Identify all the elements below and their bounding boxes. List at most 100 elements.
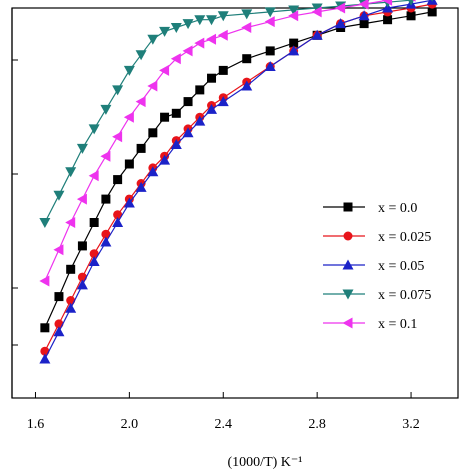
data-point — [342, 289, 354, 300]
data-point — [288, 10, 299, 22]
data-point — [53, 244, 64, 256]
data-point — [112, 85, 124, 96]
legend-item: x = 0.05 — [323, 259, 424, 274]
data-point — [182, 19, 194, 30]
legend-item: x = 0.1 — [323, 317, 417, 332]
legend-label: x = 0.1 — [378, 317, 417, 332]
data-point — [53, 190, 65, 201]
data-point — [335, 18, 347, 29]
series-line — [44, 0, 416, 223]
data-point — [136, 143, 146, 153]
legend-label: x = 0.05 — [378, 259, 424, 274]
data-point — [241, 9, 253, 20]
data-point — [264, 7, 276, 18]
data-point — [288, 45, 300, 56]
data-point — [342, 259, 354, 270]
data-point — [182, 127, 194, 138]
data-point — [264, 16, 275, 28]
data-point — [195, 85, 205, 95]
data-point — [406, 11, 416, 21]
legend: x = 0.0 x = 0.025 x = 0.05 x = 0.075 x = 0.1 — [323, 201, 431, 332]
data-point — [170, 53, 181, 65]
data-point — [311, 3, 323, 14]
legend-item: x = 0.025 — [323, 230, 431, 245]
data-point — [242, 54, 252, 64]
data-point — [159, 154, 171, 165]
data-point — [77, 241, 87, 251]
data-point — [170, 139, 182, 149]
data-point — [359, 19, 369, 29]
data-point — [100, 104, 112, 115]
y-tick-marks — [12, 59, 18, 346]
data-point — [88, 124, 100, 135]
data-point — [160, 112, 170, 122]
data-point — [88, 170, 99, 182]
data-point — [100, 236, 112, 247]
data-point — [65, 167, 77, 178]
data-point — [170, 23, 182, 33]
data-point — [171, 108, 181, 118]
data-point — [147, 80, 158, 92]
data-point — [343, 202, 353, 212]
data-point — [135, 96, 146, 108]
data-point — [207, 73, 217, 83]
data-point — [65, 217, 76, 228]
x-tick-label: 2.8 — [308, 417, 326, 432]
legend-label: x = 0.075 — [378, 288, 431, 303]
data-point — [264, 61, 276, 71]
data-point — [217, 29, 228, 41]
data-point — [241, 80, 253, 91]
data-point — [112, 131, 123, 143]
data-point — [89, 249, 99, 259]
data-point — [148, 128, 158, 138]
data-point — [206, 15, 218, 26]
data-point — [113, 210, 123, 220]
data-point — [66, 264, 76, 274]
data-point — [159, 26, 171, 37]
series-4 — [39, 0, 416, 287]
data-point — [194, 37, 205, 49]
legend-item: x = 0.075 — [323, 288, 431, 303]
series-0 — [40, 7, 437, 333]
data-point — [311, 29, 323, 40]
data-point — [431, 0, 434, 2]
data-point — [217, 11, 229, 22]
data-point — [113, 175, 123, 185]
data-point — [39, 218, 51, 228]
data-point — [217, 96, 229, 107]
data-point — [147, 166, 159, 177]
data-point — [88, 256, 100, 266]
data-point — [288, 5, 300, 16]
series-line — [44, 3, 433, 352]
data-point — [342, 317, 353, 329]
data-point — [89, 218, 99, 227]
series-line — [44, 11, 433, 329]
data-point — [123, 65, 135, 76]
data-point — [218, 65, 228, 75]
data-point — [54, 292, 64, 302]
data-point — [311, 6, 322, 18]
x-tick-label: 1.6 — [27, 417, 45, 432]
series-3 — [39, 0, 434, 228]
data-point — [101, 229, 111, 239]
data-point — [39, 275, 50, 287]
data-point — [65, 302, 77, 313]
series-line — [44, 0, 433, 360]
data-point — [194, 115, 206, 126]
data-point — [383, 15, 393, 25]
data-point — [194, 15, 206, 26]
series-layer — [39, 0, 438, 364]
data-point — [382, 0, 393, 6]
data-point — [135, 181, 147, 192]
data-point — [183, 97, 193, 107]
legend-item: x = 0.0 — [323, 201, 417, 216]
data-point — [39, 353, 51, 364]
legend-label: x = 0.025 — [378, 230, 431, 245]
x-tick-label: 2.0 — [121, 417, 139, 432]
data-point — [123, 111, 134, 123]
data-point — [412, 0, 416, 2]
data-point — [112, 217, 124, 227]
data-point — [358, 0, 369, 10]
data-point — [206, 33, 217, 45]
